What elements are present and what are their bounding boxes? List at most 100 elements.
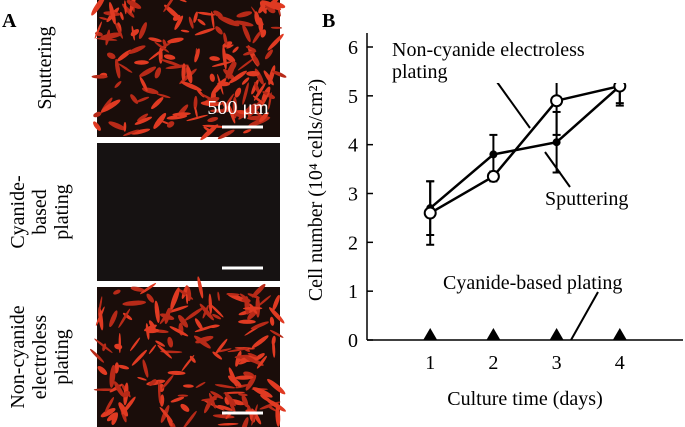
cell <box>264 49 273 60</box>
cell <box>180 29 190 33</box>
cell <box>222 93 234 113</box>
cell <box>114 362 119 374</box>
cell <box>247 99 264 117</box>
cell <box>248 106 263 117</box>
cell <box>163 0 177 13</box>
cell <box>217 129 235 140</box>
cell <box>94 21 102 39</box>
cell <box>241 298 251 303</box>
cell <box>272 294 280 311</box>
cell <box>134 116 153 125</box>
cell <box>131 349 147 366</box>
cell <box>242 24 251 43</box>
cell <box>91 0 106 16</box>
marker <box>423 206 437 220</box>
cell <box>182 384 194 388</box>
cell <box>224 53 236 63</box>
cell <box>201 398 217 402</box>
cell <box>256 355 267 369</box>
cell <box>232 46 239 53</box>
cell <box>197 11 216 16</box>
cell <box>114 80 122 88</box>
x-tick-label: 4 <box>615 352 625 374</box>
y-tick-label: 5 <box>348 86 358 108</box>
cell <box>172 14 181 21</box>
marker <box>486 328 501 340</box>
cell <box>100 407 116 418</box>
cell <box>194 106 198 118</box>
cell <box>159 394 165 407</box>
cell <box>272 1 286 9</box>
cell <box>228 104 236 124</box>
cell <box>93 111 102 118</box>
image-label: Sputtering <box>34 26 56 110</box>
cell <box>102 343 107 352</box>
cell <box>251 283 266 298</box>
cell <box>117 364 130 370</box>
cell <box>146 293 155 303</box>
cell <box>270 26 283 29</box>
cell <box>225 61 235 79</box>
cell <box>224 392 236 407</box>
cell <box>162 39 167 48</box>
cell <box>245 46 256 51</box>
cell <box>145 323 150 340</box>
cell <box>177 288 194 300</box>
cell <box>138 22 147 40</box>
cell <box>261 0 282 11</box>
cell <box>186 65 193 84</box>
cell <box>119 11 124 21</box>
y-tick-label: 1 <box>348 281 358 303</box>
cell <box>215 26 223 35</box>
cell <box>210 109 230 113</box>
cell <box>238 319 256 324</box>
cell <box>163 54 176 60</box>
cell <box>210 391 224 399</box>
cell <box>180 403 190 412</box>
cell <box>169 326 189 337</box>
panel-label: A <box>2 10 17 32</box>
micrograph <box>97 143 280 281</box>
cell <box>247 353 258 358</box>
marker <box>612 328 627 340</box>
cell <box>99 16 109 21</box>
cell <box>101 99 121 113</box>
marker <box>550 94 564 108</box>
cell <box>241 417 249 427</box>
marker <box>552 138 561 147</box>
cell <box>98 296 103 314</box>
cell <box>235 350 242 367</box>
cell <box>182 410 197 427</box>
x-tick-label: 3 <box>552 352 562 374</box>
series-annotation: Cyanide-based plating <box>443 272 623 294</box>
y-axis-label: Cell number (10⁴ cells/cm²) <box>305 79 327 301</box>
cell <box>104 397 115 413</box>
cell <box>238 393 248 397</box>
cell <box>114 343 123 350</box>
cell <box>148 37 162 43</box>
cell <box>227 348 249 353</box>
y-tick-label: 2 <box>348 232 358 254</box>
cell <box>259 111 269 123</box>
cell <box>252 30 262 44</box>
cell <box>241 394 249 408</box>
cell <box>228 399 236 413</box>
cell <box>124 0 127 15</box>
x-tick-label: 2 <box>488 352 498 374</box>
cell <box>233 112 247 118</box>
cell <box>269 316 275 326</box>
cell <box>243 355 257 364</box>
cell <box>100 32 122 40</box>
cell <box>170 396 185 403</box>
scale-label: 500 μm <box>207 97 269 119</box>
cell <box>250 321 269 330</box>
cell <box>194 28 215 36</box>
cell <box>215 348 232 353</box>
cell <box>207 116 219 123</box>
cell <box>259 90 270 110</box>
cell <box>217 73 224 95</box>
cell <box>260 29 267 38</box>
cell <box>109 2 116 25</box>
cell <box>217 16 240 27</box>
